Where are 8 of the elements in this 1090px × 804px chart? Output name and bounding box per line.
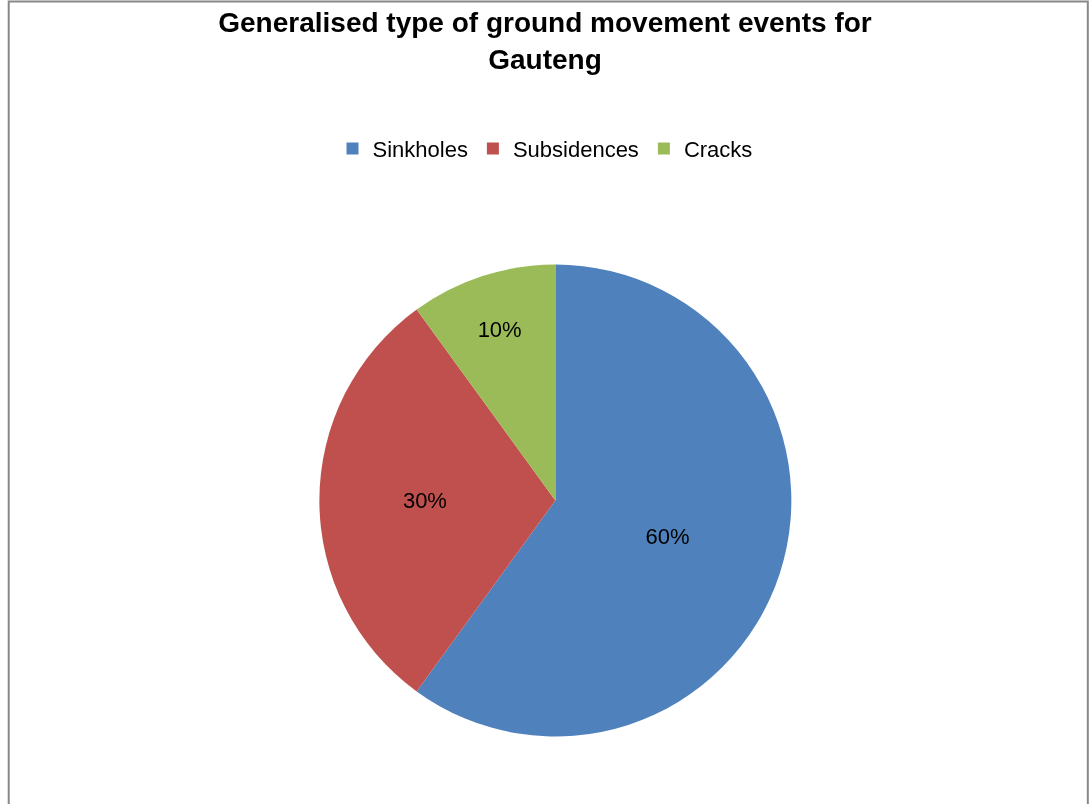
data-label: 60% [645, 524, 690, 550]
data-label: 10% [477, 316, 522, 342]
chart-title: Generalised type of ground movement events for Gauteng [218, 7, 872, 75]
legend-label: Cracks [683, 137, 753, 163]
legend-label: Sinkholes [372, 137, 468, 163]
legend-label: Subsidences [512, 137, 639, 163]
pie-slice [319, 309, 556, 692]
data-label: 30% [402, 487, 447, 513]
